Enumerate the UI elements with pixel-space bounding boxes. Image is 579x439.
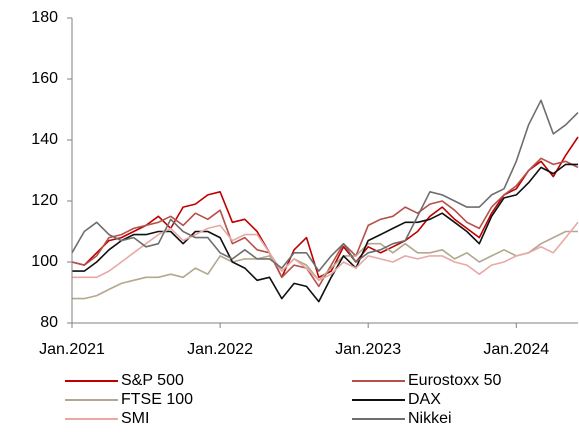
series-line [71,99,579,272]
legend-label: FTSE 100 [121,391,193,408]
legend-label: Eurostoxx 50 [408,372,501,389]
y-tick-label: 180 [31,9,58,26]
legend-label: SMI [121,410,149,427]
legend-label: Nikkei [408,410,452,427]
series-line [72,163,578,303]
y-tick-label: 160 [31,70,58,87]
y-tick-label: 140 [31,131,58,148]
x-tick-label: Jan.2021 [39,341,105,358]
legend-label: DAX [408,391,441,408]
series-line [72,230,578,300]
x-tick-label: Jan.2024 [483,341,549,358]
legend-label: S&P 500 [121,372,184,389]
series-line [71,136,579,279]
x-tick-label: Jan.2023 [335,341,401,358]
y-tick-label: 80 [40,314,58,331]
x-tick-label: Jan.2022 [187,341,253,358]
y-tick-label: 120 [31,192,58,209]
y-tick-label: 100 [31,253,58,270]
series-line [72,221,579,282]
series-line [71,157,579,288]
